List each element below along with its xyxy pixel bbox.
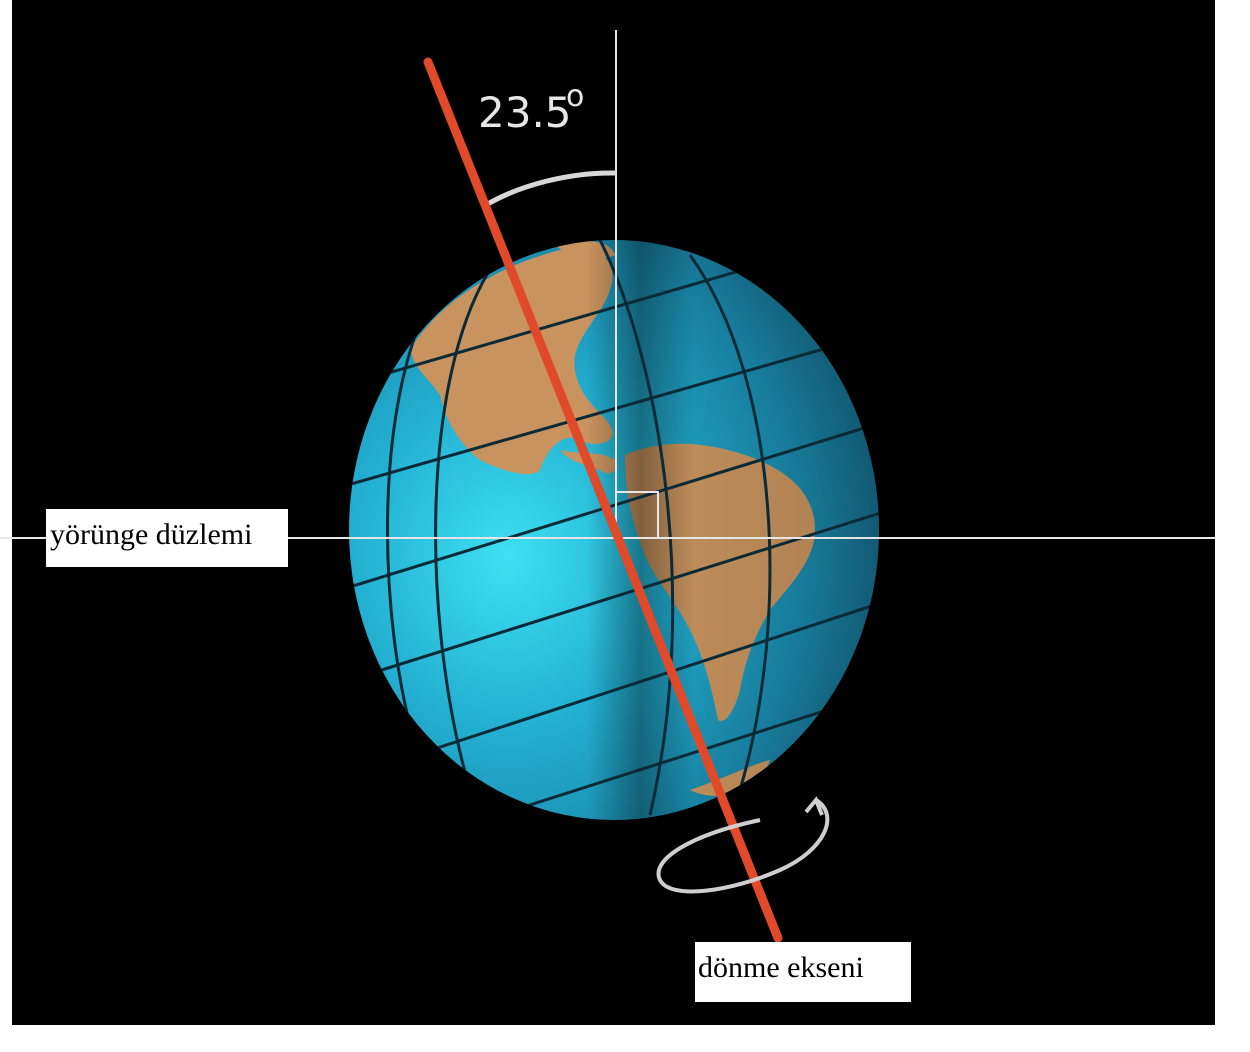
rotation-arrow-icon bbox=[656, 796, 830, 894]
tilt-angle-value: 23.5 bbox=[478, 88, 572, 137]
degree-symbol: o bbox=[566, 79, 585, 114]
rotation-axis-label: dönme ekseni bbox=[695, 942, 911, 1002]
rotation-axis bbox=[423, 57, 783, 943]
right-angle-marker bbox=[615, 491, 659, 539]
angle-arc bbox=[484, 170, 617, 208]
orbit-plane-label: yörünge düzlemi bbox=[46, 509, 288, 567]
longitude-lines bbox=[386, 240, 772, 816]
